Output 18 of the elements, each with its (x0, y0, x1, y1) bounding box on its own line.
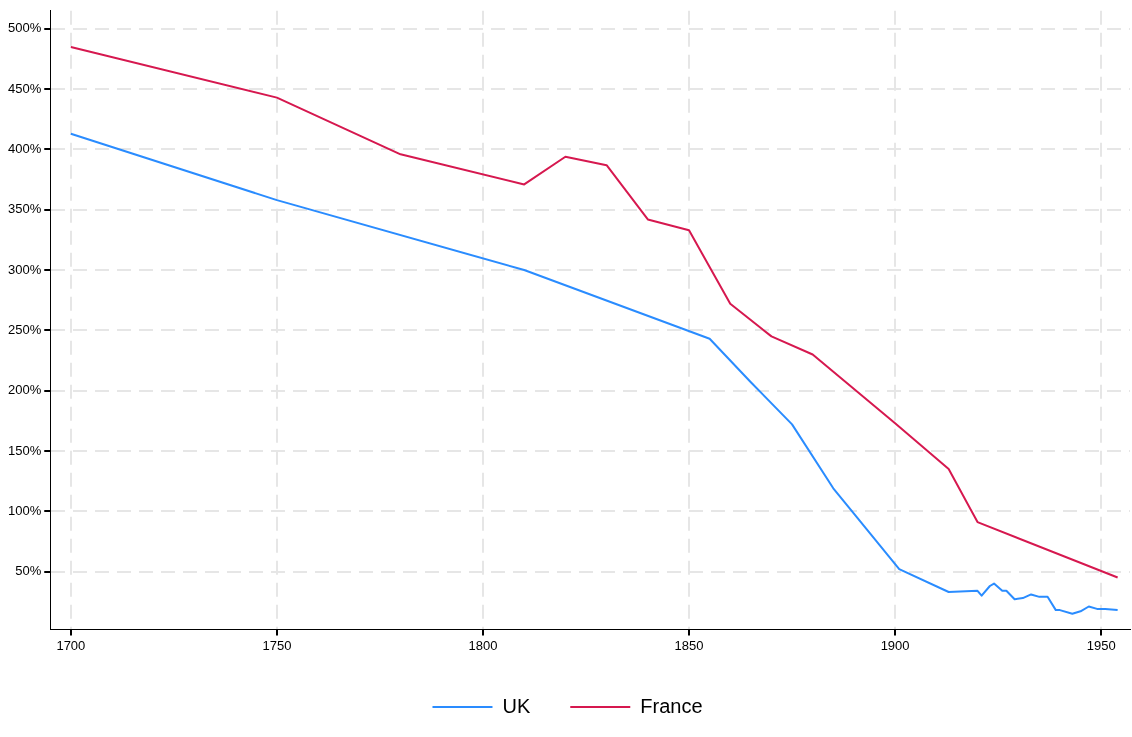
y-tick-label: 400% (8, 141, 42, 157)
y-tick-label: 150% (8, 442, 42, 458)
x-tick-label: 1700 (56, 637, 86, 653)
y-tick-label: 250% (8, 321, 42, 337)
y-tick-label: 200% (8, 382, 42, 398)
legend-label: France (640, 694, 703, 717)
y-tick-label: 500% (8, 20, 42, 36)
y-tick-label: 50% (15, 563, 42, 579)
y-tick-label: 350% (8, 201, 42, 217)
legend-label: UK (502, 694, 531, 717)
y-tick-label: 450% (8, 80, 42, 96)
y-tick-label: 100% (8, 502, 42, 518)
x-tick-label: 1900 (880, 637, 910, 653)
x-tick-label: 1850 (674, 637, 704, 653)
y-tick-label: 300% (8, 261, 42, 277)
x-tick-label: 1800 (468, 637, 498, 653)
x-tick-label: 1750 (262, 637, 292, 653)
x-tick-label: 1950 (1086, 637, 1116, 653)
